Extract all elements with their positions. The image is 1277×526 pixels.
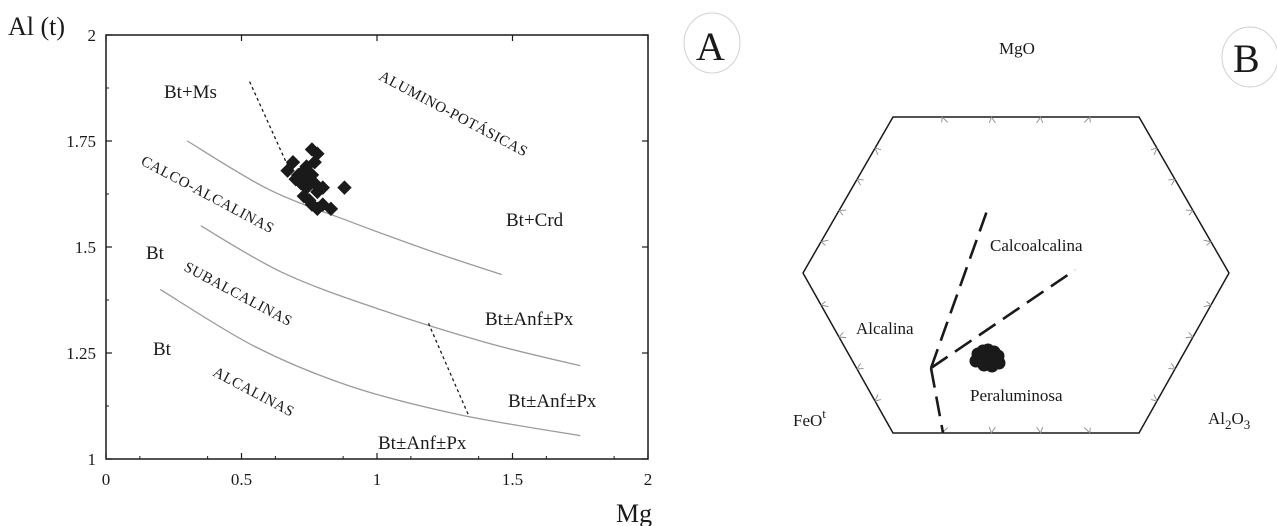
x-tick-label: 0: [102, 470, 111, 489]
data-point: [323, 201, 339, 217]
panel-a-badge: [683, 12, 741, 74]
ternary-tick: [1083, 427, 1091, 434]
ternary-tick: [1150, 147, 1158, 155]
y-tick-label: 1: [88, 450, 97, 469]
data-point: [288, 171, 303, 187]
boundary-lower: [929, 367, 945, 434]
apex-label-feot: FeOt: [793, 406, 826, 430]
data-point: [285, 154, 301, 170]
data-point: [337, 180, 352, 195]
label-alcalina: Alcalina: [856, 319, 914, 338]
label-bt-anf-px-1: Bt±Anf±Px: [485, 309, 574, 330]
x-tick-labels: 0 0.5 1 1.5 2: [102, 470, 653, 489]
data-point: [280, 163, 295, 178]
ternary-tick: [874, 147, 882, 155]
ternary-data-point: [985, 359, 999, 373]
data-point: [307, 154, 322, 170]
y-tick-label: 1.75: [66, 132, 96, 151]
boundary-peraluminosa: [930, 268, 1076, 370]
ternary-tick: [1168, 178, 1176, 186]
ternary-tick: [1203, 239, 1213, 246]
y-tick-label: 1.25: [66, 344, 96, 363]
label-bt-anf-px-2: Bt±Anf±Px: [508, 391, 597, 412]
ternary-tick: [1185, 332, 1194, 339]
ternary-tick: [819, 301, 829, 308]
data-point: [315, 180, 331, 195]
label-alumino-potasicas: ALUMINO-POTÁSICAS: [376, 68, 531, 161]
ternary-frame: [802, 116, 1230, 434]
apex-label-mgo: MgO: [999, 39, 1035, 58]
y-tick-labels: 1 1.25 1.5 1.75 2: [66, 26, 96, 469]
panel-a-label: A: [696, 24, 725, 69]
x-axis-label: Mg: [616, 499, 652, 526]
ternary-tick: [838, 332, 847, 339]
label-calcoalcalina: Calcoalcalina: [990, 236, 1083, 255]
ternary-tick: [856, 363, 864, 370]
ternary-tick: [1203, 301, 1213, 308]
boundary-curve-2: [200, 225, 581, 367]
label-bt-ms: Bt+Ms: [164, 82, 217, 103]
x-tick-label: 1.5: [502, 470, 523, 489]
dotted-boundary-1: [249, 81, 297, 184]
ternary-tick: [838, 209, 847, 216]
label-calco-alcalinas: CALCO-ALCALINAS: [138, 153, 276, 237]
ternary-sample-points: [969, 343, 1006, 373]
x-tick-label: 1: [373, 470, 382, 489]
ternary-tick: [856, 178, 864, 186]
panel-b-label: B: [1233, 36, 1260, 81]
sample-points: [280, 142, 352, 217]
series-boundaries: [159, 140, 581, 437]
ternary-tick: [874, 394, 882, 402]
ternary-tick: [1036, 115, 1044, 124]
y-axis-label: Al (t): [8, 12, 65, 41]
boundary-calcoalcalina: [929, 207, 990, 369]
x-tick-label: 0.5: [231, 470, 252, 489]
data-point: [296, 188, 312, 204]
dotted-boundaries: [249, 81, 470, 417]
boundary-curve-3: [159, 288, 581, 437]
dotted-boundary-2: [427, 323, 470, 417]
apex-label-al2o3: Al2O3: [1208, 409, 1250, 432]
boundary-curve-1: [186, 140, 502, 276]
plot-a: 0 0.5 1 1.5 2 11.251.51.752 Al (t) Mg Bt+Ms …: [8, 12, 652, 526]
ternary-tick: [941, 116, 949, 123]
x-tick-label: 2: [644, 470, 653, 489]
y-tick-label: 2: [88, 26, 97, 45]
label-peraluminosa: Peraluminosa: [970, 386, 1063, 405]
y-tick-label: 1.5: [75, 238, 96, 257]
ternary-tick: [819, 239, 829, 246]
label-bt-lower: Bt: [153, 339, 172, 360]
plot-b: MgO FeOt Al2O3 Calcoalcalina Alcalina Pe…: [793, 39, 1250, 435]
tick-marks: [105, 34, 649, 460]
ternary-tick: [1150, 394, 1158, 402]
ternary-tick: [1083, 116, 1091, 123]
ternary-tick: [1168, 363, 1176, 370]
ternary-tick: [1185, 209, 1194, 216]
ternary-tick: [988, 426, 996, 435]
ternary-tick: [1036, 426, 1044, 435]
label-bt-anf-px-3: Bt±Anf±Px: [378, 433, 467, 454]
ternary-tick: [988, 115, 996, 124]
label-bt-upper: Bt: [146, 243, 165, 264]
panel-b-badge: [1221, 26, 1277, 88]
label-alcalinas: ALCALINAS: [210, 364, 297, 420]
label-bt-crd: Bt+Crd: [506, 210, 564, 231]
